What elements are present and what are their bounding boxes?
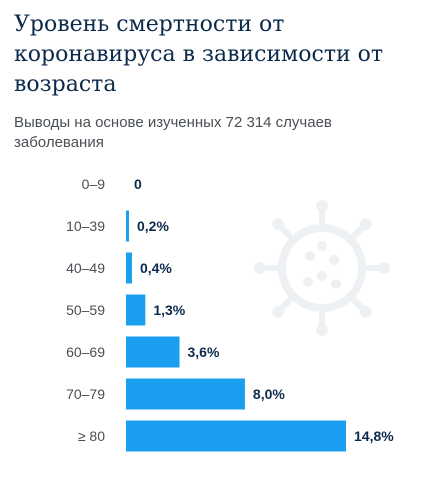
category-label: 60–69 <box>66 344 105 360</box>
data-label: 0,2% <box>137 218 169 234</box>
bar <box>126 294 146 326</box>
data-label: 0,4% <box>140 260 172 276</box>
bar <box>126 420 346 452</box>
category-label: 50–59 <box>66 302 105 318</box>
data-label: 3,6% <box>188 344 220 360</box>
data-label: 1,3% <box>153 302 185 318</box>
chart-title: Уровень смертности от коронавируса в зав… <box>14 12 384 97</box>
category-label: 70–79 <box>66 386 105 402</box>
data-label: 8,0% <box>253 386 285 402</box>
bar <box>126 252 132 284</box>
virus-icon <box>254 200 390 336</box>
category-label: 40–49 <box>66 260 105 276</box>
bar <box>126 210 129 242</box>
category-label: ≥ 80 <box>78 428 105 444</box>
category-label: 0–9 <box>82 176 106 192</box>
chart-subtitle: Выводы на основе изученных 72 314 случае… <box>14 114 332 151</box>
bars-layer: 0–9 0 10–39 0,2% 40–49 0,4% 50–59 1,3% 60–69 3,6%… <box>66 176 394 452</box>
data-label: 14,8% <box>354 428 394 444</box>
bar <box>126 378 245 410</box>
bar <box>126 336 180 368</box>
data-label: 0 <box>134 176 142 192</box>
category-label: 10–39 <box>66 218 105 234</box>
